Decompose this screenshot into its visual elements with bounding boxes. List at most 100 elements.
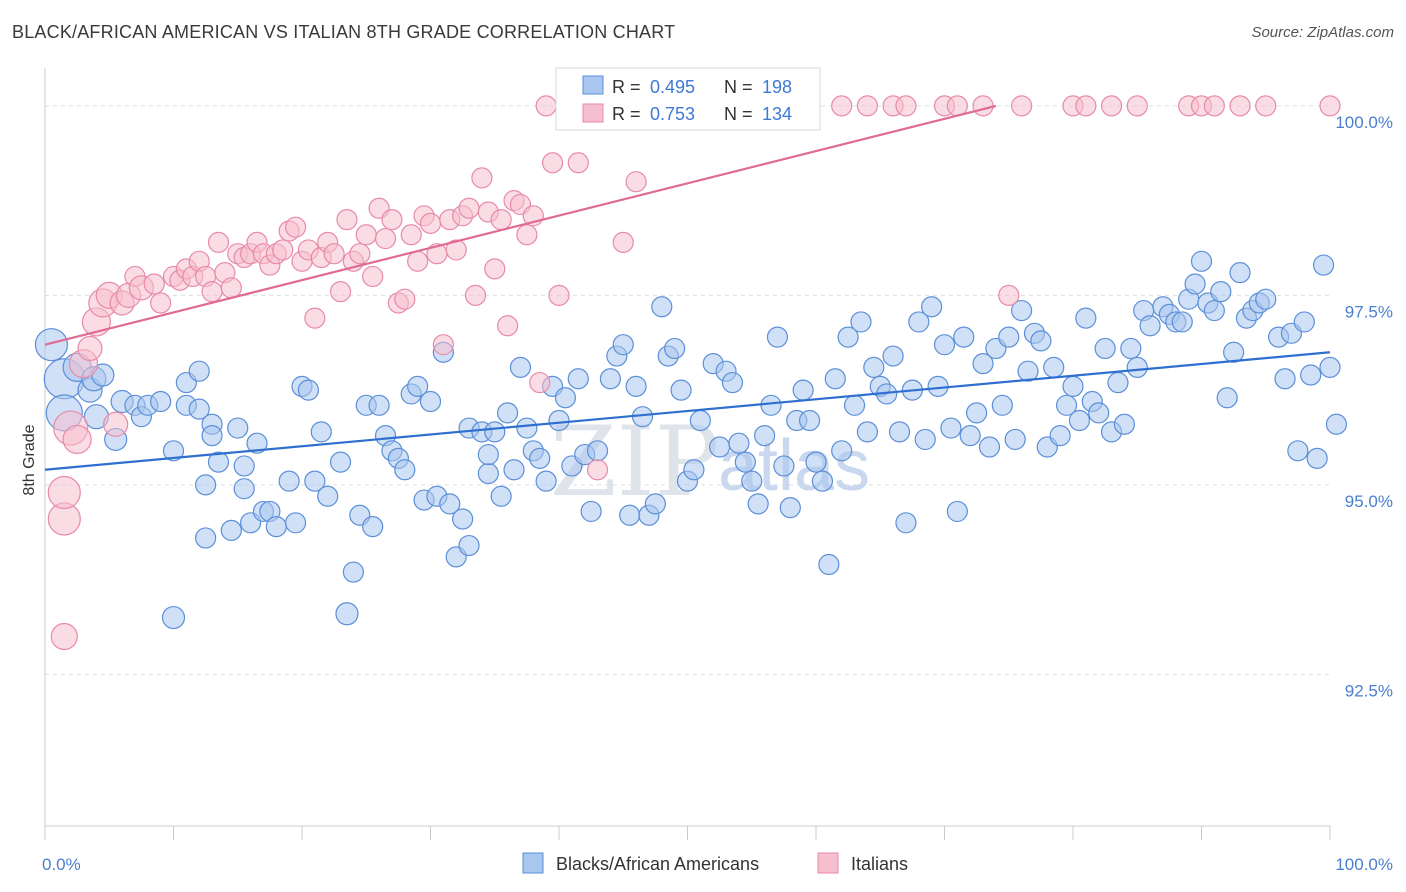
blacks-point-102 (728, 432, 750, 454)
source-label: Source: ZipAtlas.com (1251, 24, 1394, 41)
italians-point-84 (625, 171, 647, 193)
blacks-point-26 (227, 417, 249, 439)
blacks-point-183 (1255, 288, 1277, 310)
italians-point-102 (1010, 95, 1033, 117)
italians-point-95 (856, 95, 879, 117)
blacks-point-0 (34, 328, 69, 362)
italians-point-51 (381, 209, 403, 231)
blacks-point-134 (933, 334, 956, 356)
x-tick-label-1: 100.0% (1335, 855, 1393, 874)
blacks-point-37 (297, 379, 320, 401)
blacks-point-35 (284, 512, 307, 534)
italians-trend-line (44, 104, 997, 346)
blacks-point-19 (188, 360, 210, 382)
italians-point-63 (458, 197, 480, 219)
blacks-point-193 (1325, 413, 1348, 435)
italians-point-47 (355, 224, 377, 246)
italians-point-43 (329, 281, 352, 303)
italians-series-points (47, 95, 1341, 651)
italians-point-64 (464, 284, 487, 306)
blacks-point-76 (548, 409, 570, 432)
italians-point-111 (1255, 95, 1277, 117)
blacks-point-127 (888, 421, 911, 443)
blacks-point-51 (394, 459, 416, 481)
legend-n-label-pink: N = (724, 104, 753, 124)
blacks-point-40 (317, 485, 339, 507)
blacks-point-135 (940, 417, 962, 439)
blacks-point-166 (1139, 315, 1161, 337)
blacks-point-170 (1171, 311, 1193, 333)
blacks-point-77 (554, 387, 577, 409)
legend-swatch-blue (582, 75, 604, 95)
italians-point-24 (207, 231, 230, 253)
legend-n-label-blue: N = (724, 77, 753, 97)
blacks-point-190 (1306, 447, 1328, 469)
blacks-point-20 (195, 474, 217, 496)
blacks-point-18 (188, 398, 210, 420)
blacks-point-83 (599, 368, 622, 390)
blacks-point-14 (162, 440, 185, 462)
blacks-point-118 (831, 440, 853, 462)
blacks-point-123 (863, 356, 885, 379)
y-tick-label-1: 95.0% (1345, 492, 1393, 511)
legend-r-label-blue: R = (612, 77, 641, 97)
blacks-point-15 (161, 605, 186, 630)
blacks-point-176 (1210, 281, 1232, 303)
blacks-point-42 (335, 602, 359, 626)
italians-point-100 (972, 95, 994, 117)
blacks-point-151 (1043, 356, 1065, 379)
italians-point-75 (535, 95, 557, 117)
blacks-point-66 (484, 421, 506, 443)
blacks-point-173 (1190, 250, 1213, 272)
blacks-point-130 (908, 311, 930, 333)
y-axis-title: 8th Grade (21, 424, 38, 495)
blacks-point-161 (1107, 371, 1129, 394)
blacks-point-120 (843, 394, 866, 416)
blacks-point-69 (503, 459, 525, 481)
italians-point-44 (336, 209, 358, 231)
blacks-trend-line (44, 351, 1331, 471)
blacks-point-158 (1088, 402, 1110, 424)
blacks-point-58 (439, 493, 461, 515)
blacks-point-107 (760, 394, 782, 416)
italians-point-65 (471, 167, 493, 189)
blacks-point-81 (580, 500, 602, 523)
blacks-point-73 (529, 447, 551, 469)
blacks-point-112 (792, 379, 814, 401)
italians-point-110 (1229, 95, 1251, 117)
italians-point-69 (497, 315, 519, 337)
y-tick-label-2: 97.5% (1345, 302, 1393, 321)
italians-point-36 (284, 216, 307, 238)
bottom-legend-label-pink: Italians (851, 854, 908, 874)
blacks-point-115 (811, 470, 834, 492)
blacks-point-178 (1223, 341, 1245, 363)
italians-point-42 (323, 243, 345, 265)
blacks-point-46 (362, 515, 384, 538)
italians-point-67 (484, 258, 506, 280)
italians-point-4 (62, 424, 92, 455)
blacks-point-41 (329, 451, 352, 473)
blacks-point-97 (689, 409, 711, 432)
blacks-point-61 (458, 534, 480, 557)
blacks-point-91 (651, 296, 673, 318)
blacks-point-64 (477, 462, 499, 485)
blacks-point-153 (1055, 394, 1078, 416)
bottom-legend-label-blue: Blacks/African Americans (556, 854, 759, 874)
blacks-point-175 (1203, 299, 1225, 322)
blacks-point-177 (1216, 387, 1238, 409)
y-tick-label-0: 92.5% (1345, 681, 1393, 700)
blacks-point-90 (644, 493, 666, 515)
legend-swatch-pink (582, 103, 604, 123)
blacks-point-53 (407, 375, 429, 397)
blacks-point-145 (1004, 428, 1026, 451)
italians-point-57 (419, 212, 442, 234)
blacks-point-94 (670, 379, 692, 401)
blacks-point-141 (978, 436, 1001, 458)
blacks-point-163 (1120, 337, 1142, 360)
blacks-point-104 (741, 470, 763, 492)
blacks-point-185 (1274, 368, 1296, 390)
blacks-point-101 (721, 371, 744, 394)
italians-point-54 (400, 224, 422, 246)
blacks-point-139 (966, 402, 988, 424)
italians-point-15 (143, 273, 165, 295)
